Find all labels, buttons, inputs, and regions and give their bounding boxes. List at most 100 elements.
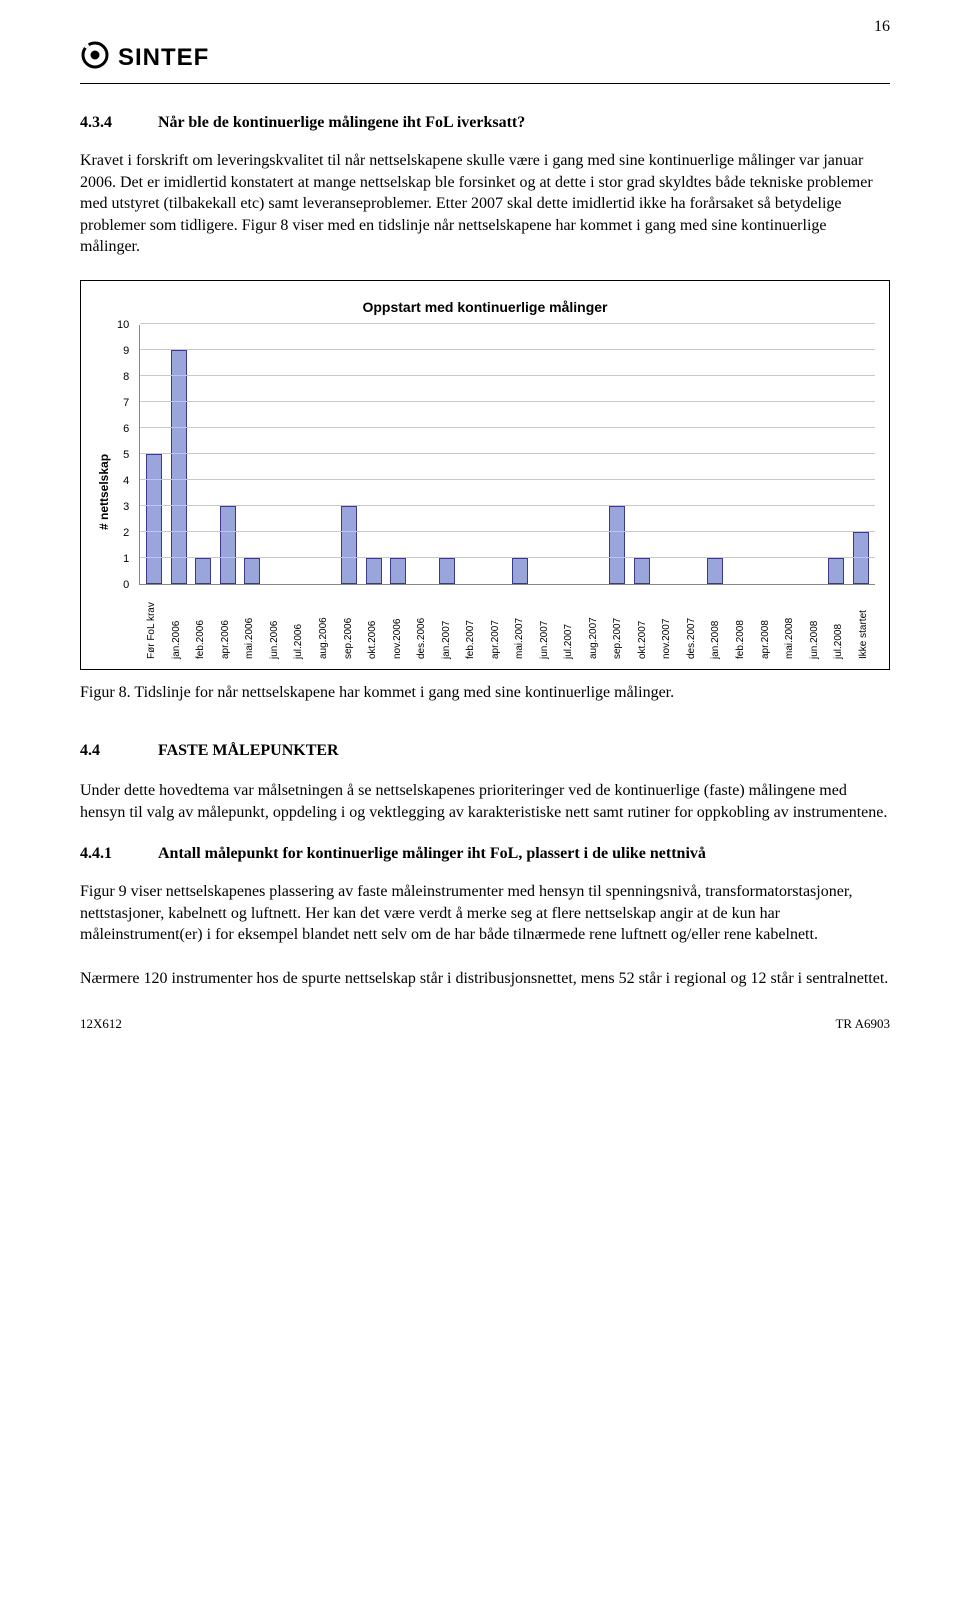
paragraph-4-4-1-a: Figur 9 viser nettselskapenes plassering… [80,881,890,946]
bar [171,350,187,584]
bar-slot [824,325,848,584]
bar-slot [435,325,459,584]
logo-text: SINTEF [118,44,209,72]
figure-8-caption: Figur 8. Tidslinje for når nettselskapen… [80,684,890,702]
bar-slot [654,325,678,584]
chart-plot-area [139,325,875,585]
bar [634,558,650,584]
page: 16 SINTEF 4.3.4 Når ble de kontinuerlige… [0,0,960,1072]
ytick: 7 [123,397,129,409]
ytick: 4 [123,475,129,487]
gridline [140,427,875,428]
heading-title: FASTE MÅLEPUNKTER [158,742,339,760]
bar [220,506,236,584]
bar-slot [191,325,215,584]
xtick-label: aug.2007 [581,589,606,659]
bar [341,506,357,584]
xtick-label: des.2007 [679,589,704,659]
bar-slot [629,325,653,584]
gridline [140,531,875,532]
bar-slot [386,325,410,584]
bar-slot [703,325,727,584]
bar [707,558,723,584]
paragraph-4-3-4: Kravet i forskrift om leveringskvalitet … [80,150,890,258]
bar-slot [240,325,264,584]
logo: SINTEF [80,40,890,75]
bar-slot [849,325,873,584]
ytick: 6 [123,423,129,435]
bar [439,558,455,584]
bar [390,558,406,584]
bar [146,454,162,584]
xtick-label: Ikke startet [851,589,876,659]
ytick: 2 [123,527,129,539]
bar-slot [776,325,800,584]
bar-slot [361,325,385,584]
ytick: 0 [123,579,129,591]
bar-slot [410,325,434,584]
gridline [140,375,875,376]
heading-title: Antall målepunkt for kontinuerlige målin… [158,845,706,863]
xtick-label: jul.2007 [556,589,581,659]
figure-8-chart: Oppstart med kontinuerlige målinger # ne… [80,280,890,670]
ytick: 9 [123,345,129,357]
bar-slot [751,325,775,584]
bar-slot [459,325,483,584]
heading-4-4: 4.4 FASTE MÅLEPUNKTER [80,742,890,760]
bar [828,558,844,584]
paragraph-4-4: Under dette hovedtema var målsetningen å… [80,780,890,823]
ytick: 5 [123,449,129,461]
page-number: 16 [874,18,890,36]
bar-slot [605,325,629,584]
xtick-label: des.2006 [409,589,434,659]
xtick-label: jun.2006 [262,589,287,659]
ytick: 1 [123,553,129,565]
bar-slot [483,325,507,584]
bar [244,558,260,584]
xtick-label: feb.2006 [188,589,213,659]
bar-slot [800,325,824,584]
bar-slot [337,325,361,584]
gridline [140,453,875,454]
xtick-label: jun.2007 [532,589,557,659]
xtick-label: apr.2006 [213,589,238,659]
horizontal-rule [80,83,890,84]
heading-number: 4.4.1 [80,845,130,863]
bar-slot [215,325,239,584]
bar-slot [313,325,337,584]
xtick-label: mai.2007 [507,589,532,659]
chart-title: Oppstart med kontinuerlige målinger [95,299,875,315]
bar [195,558,211,584]
chart-xaxis: Før FoL kravjan.2006feb.2006apr.2006mai.… [139,589,875,659]
bar-slot [727,325,751,584]
gridline [140,349,875,350]
xtick-label: feb.2007 [458,589,483,659]
xtick-label: jul.2008 [826,589,851,659]
xtick-label: jun.2008 [802,589,827,659]
heading-4-3-4: 4.3.4 Når ble de kontinuerlige målingene… [80,114,890,132]
xtick-label: aug.2006 [311,589,336,659]
ytick: 10 [117,319,129,331]
paragraph-4-4-1-b: Nærmere 120 instrumenter hos de spurte n… [80,968,890,990]
bar-slot [508,325,532,584]
ytick: 8 [123,371,129,383]
gridline [140,505,875,506]
xtick-label: okt.2006 [360,589,385,659]
xtick-label: nov.2007 [654,589,679,659]
xtick-label: jan.2008 [703,589,728,659]
xtick-label: apr.2008 [753,589,778,659]
xtick-label: Før FoL krav [139,589,164,659]
bar [366,558,382,584]
bar-slot [581,325,605,584]
xtick-label: feb.2008 [728,589,753,659]
bar-slot [264,325,288,584]
footer-right: TR A6903 [835,1016,890,1032]
xtick-label: nov.2006 [385,589,410,659]
xtick-label: mai.2006 [237,589,262,659]
footer-left: 12X612 [80,1016,122,1032]
xtick-label: jul.2006 [286,589,311,659]
heading-number: 4.3.4 [80,114,130,132]
chart-ylabel: # nettselskap [95,325,111,659]
heading-number: 4.4 [80,742,110,760]
page-footer: 12X612 TR A6903 [80,1016,890,1032]
